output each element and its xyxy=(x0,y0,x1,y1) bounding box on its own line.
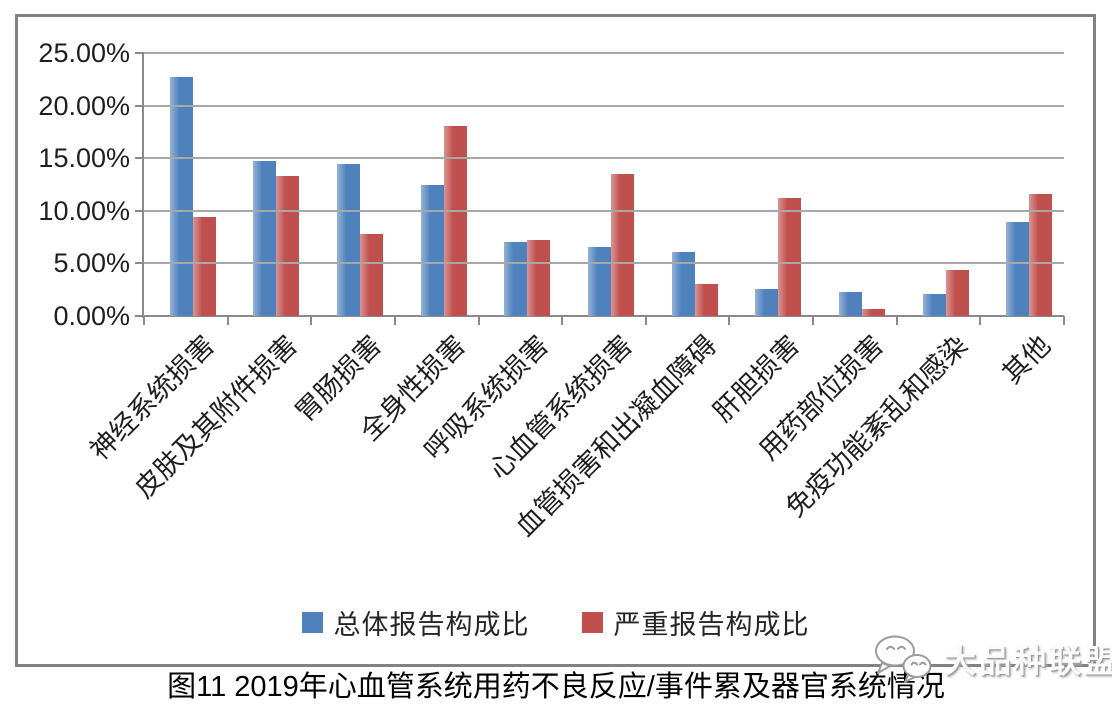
y-axis-line xyxy=(142,53,144,318)
gridline xyxy=(144,104,1064,107)
bar-group xyxy=(980,53,1064,316)
y-axis-tick-label: 10.00% xyxy=(38,195,130,226)
bar-group xyxy=(395,53,479,316)
x-axis-tick xyxy=(979,316,982,325)
x-axis-tick xyxy=(393,316,396,325)
plot-area xyxy=(135,52,1065,325)
legend: 总体报告构成比 严重报告构成比 xyxy=(15,603,1096,642)
y-axis-labels: 25.00% 20.00% 15.00% 10.00% 5.00% 0.00% xyxy=(0,38,130,331)
legend-item-overall: 总体报告构成比 xyxy=(301,603,530,642)
y-axis-tick xyxy=(135,52,144,54)
bar-severe xyxy=(360,233,384,316)
bar-severe xyxy=(694,284,718,316)
x-axis-tick xyxy=(561,316,564,325)
legend-label-severe: 严重报告构成比 xyxy=(613,610,810,640)
y-axis-tick-label: 0.00% xyxy=(53,301,130,331)
y-axis-tick xyxy=(135,104,144,107)
chart-title: 图11 2019年心血管系统用药不良反应/事件累及器官系统情况 xyxy=(167,671,945,703)
x-axis-tick xyxy=(644,316,647,325)
y-axis-tick xyxy=(135,209,144,212)
bar-overall xyxy=(755,288,779,316)
bar-severe xyxy=(861,308,885,316)
bar-overall xyxy=(420,184,444,316)
gridline xyxy=(144,262,1064,265)
y-axis-tick-label: 25.00% xyxy=(38,38,130,68)
y-axis-tick-label: 15.00% xyxy=(38,143,130,174)
bar-group xyxy=(813,53,897,316)
bar-overall xyxy=(504,242,528,316)
x-axis-tick xyxy=(1063,316,1065,325)
bar-overall xyxy=(671,251,695,316)
y-axis-tick-label: 5.00% xyxy=(53,248,130,279)
gridline xyxy=(144,209,1064,212)
bar-severe xyxy=(1029,194,1053,316)
bar-severe xyxy=(778,198,802,316)
bar-overall xyxy=(1006,222,1030,316)
x-axis-tick xyxy=(895,316,898,325)
bar-severe xyxy=(443,125,467,316)
bar-overall xyxy=(838,291,862,316)
bar-overall xyxy=(253,161,277,316)
bar-severe xyxy=(276,176,300,316)
bar-group xyxy=(228,53,312,316)
chat-bubbles-smiley-icon xyxy=(875,635,932,683)
gridline xyxy=(144,157,1064,160)
bar-severe xyxy=(945,269,969,316)
x-axis-tick xyxy=(812,316,815,325)
watermark-text: 大品种联盟 xyxy=(944,643,1112,679)
bar-overall xyxy=(169,77,193,316)
x-axis-tick xyxy=(477,316,480,325)
bar-group xyxy=(144,53,228,316)
gridline xyxy=(144,52,1064,54)
bar-overall xyxy=(337,163,361,316)
bar-group xyxy=(897,53,981,316)
bar-severe xyxy=(611,174,635,316)
chart-border-frame xyxy=(15,14,1096,667)
y-axis-tick-label: 20.00% xyxy=(38,90,130,121)
watermark: 大品种联盟 xyxy=(872,634,1112,684)
legend-label-overall: 总体报告构成比 xyxy=(333,610,530,640)
x-axis-line xyxy=(142,315,1064,317)
x-axis-tick xyxy=(143,316,145,325)
bar-group xyxy=(479,53,563,316)
bar-overall xyxy=(588,246,612,316)
x-axis-tick xyxy=(728,316,731,325)
x-axis-tick xyxy=(226,316,229,325)
bar-group xyxy=(311,53,395,316)
y-axis-tick xyxy=(135,262,144,265)
legend-item-severe: 严重报告构成比 xyxy=(581,603,810,642)
legend-swatch-severe xyxy=(581,612,603,633)
y-axis-tick xyxy=(135,157,144,160)
bar-severe xyxy=(527,240,551,316)
bar-group xyxy=(729,53,813,316)
bar-severe xyxy=(192,217,216,316)
bar-overall xyxy=(922,293,946,316)
bars-layer xyxy=(144,53,1064,316)
x-axis-tick xyxy=(310,316,313,325)
bar-group xyxy=(562,53,646,316)
bar-group xyxy=(646,53,730,316)
y-axis-tick xyxy=(135,315,144,317)
legend-swatch-overall xyxy=(301,612,323,633)
